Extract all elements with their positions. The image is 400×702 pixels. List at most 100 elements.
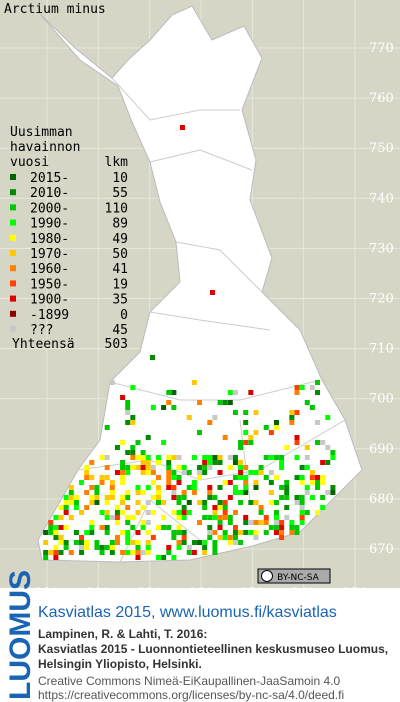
observation-dot [258,520,264,525]
observation-dot [150,535,156,540]
observation-dot [243,485,249,490]
observation-dot [58,540,64,545]
observation-dot [114,445,120,450]
legend-count: 10 [112,171,128,186]
observation-dot [253,470,259,475]
observation-dot [171,530,177,535]
observation-dot [304,455,310,460]
observation-dot [166,480,172,485]
observation-dot [140,550,146,555]
x-tick-label: 360 [291,586,316,601]
observation-dot [232,485,238,490]
legend-swatch [10,189,16,196]
observation-dot [166,525,172,530]
observation-dot [273,475,279,480]
y-tick-label: 710 [369,342,394,357]
observation-dot [104,530,110,535]
observation-dot [299,480,305,485]
observation-dot [171,495,177,500]
observation-dot [197,430,203,435]
observation-dot [202,505,208,510]
observation-dot [320,495,326,500]
observation-dot [145,460,151,465]
observation-dot [191,540,197,545]
observation-dot [315,475,321,480]
observation-dot [263,475,269,480]
observation-dot [217,535,223,540]
observation-dot [263,530,269,535]
observation-dot [171,470,177,475]
observation-dot [150,495,156,500]
observation-dot [186,545,192,550]
observation-dot [120,395,126,400]
observation-dot [299,475,305,480]
observation-dot [58,525,64,530]
observation-dot [207,490,213,495]
observation-dot [263,520,269,525]
observation-dot [268,480,274,485]
observation-dot [140,460,146,465]
observation-dot [207,455,213,460]
observation-dot [325,490,331,495]
observation-dot [181,470,187,475]
observation-dot [273,455,279,460]
observation-dot [130,465,136,470]
observation-dot [294,475,300,480]
observation-dot [171,485,177,490]
license-line: Creative Commons Nimeä-EiKaupallinen-Jaa… [38,674,340,688]
observation-dot [130,420,136,425]
observation-dot [227,480,233,485]
observation-dot [63,545,69,550]
legend-heading: Uusimman [10,125,73,140]
observation-dot [89,495,95,500]
observation-dot [58,535,64,540]
observation-dot [63,540,69,545]
observation-dot [232,540,238,545]
observation-dot [109,495,115,500]
observation-dot [273,530,279,535]
badge-text: BY-NC-SA [277,573,320,583]
observation-dot [125,495,131,500]
observation-dot [284,515,290,520]
observation-dot [130,455,136,460]
observation-dot [125,515,131,520]
observation-dot [273,420,279,425]
observation-dot [273,515,279,520]
observation-dot [212,550,218,555]
observation-dot [150,405,156,410]
observation-dot [176,455,182,460]
observation-dot [89,500,95,505]
observation-dot [294,495,300,500]
observation-dot [99,545,105,550]
observation-dot [73,530,79,535]
observation-dot [181,535,187,540]
observation-dot [222,400,228,405]
observation-dot [43,540,49,545]
observation-dot [202,545,208,550]
observation-dot [330,485,336,490]
observation-dot [217,505,223,510]
observation-dot [186,500,192,505]
observation-dot [120,475,126,480]
observation-dot [171,390,177,395]
observation-dot [79,480,85,485]
observation-dot [253,520,259,525]
observation-dot [63,495,69,500]
y-tick-label: 750 [369,141,394,156]
observation-dot [227,515,233,520]
observation-dot [125,530,131,535]
observation-dot [73,495,79,500]
observation-dot [145,500,151,505]
observation-dot [258,470,264,475]
observation-dot [207,465,213,470]
observation-dot [294,455,300,460]
observation-dot [155,485,161,490]
observation-dot [135,465,141,470]
observation-dot [253,500,259,505]
observation-dot [99,525,105,530]
observation-dot [191,550,197,555]
observation-dot [248,390,254,395]
observation-dot [186,485,192,490]
